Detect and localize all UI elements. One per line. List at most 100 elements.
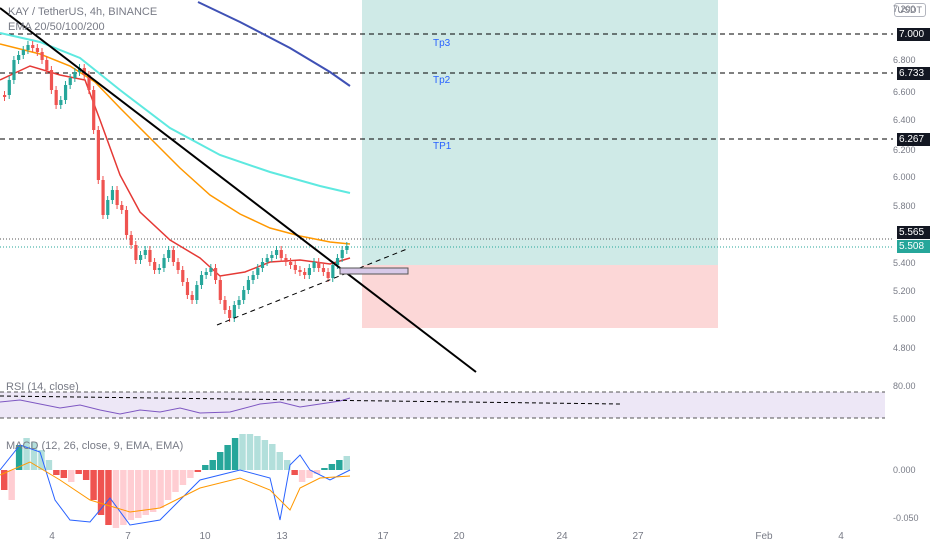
macd-histogram-bar: [157, 470, 164, 508]
macd-histogram-bar: [60, 470, 68, 478]
macd-histogram-bar: [135, 470, 142, 518]
candle-body: [96, 130, 100, 180]
symbol-title[interactable]: KAY / TetherUS, 4h, BINANCE: [8, 6, 158, 18]
time-axis-label: 4: [49, 531, 55, 542]
candle-body: [289, 262, 293, 265]
candle-body: [293, 265, 297, 270]
candle-body: [59, 100, 63, 105]
macd-histogram-bar: [127, 470, 135, 520]
candle-body: [232, 305, 236, 318]
macd-histogram-bar: [306, 470, 313, 478]
downtrend-line: [0, 7, 477, 373]
macd-label[interactable]: MACD (12, 26, close, 9, EMA, EMA): [6, 440, 184, 452]
macd-histogram-bar: [202, 465, 209, 470]
macd-histogram-bar: [224, 445, 231, 470]
macd-histogram-bar: [231, 438, 239, 470]
time-axis-label: 27: [632, 531, 644, 542]
tp2-label: Tp2: [433, 75, 451, 86]
ema100-line: [0, 32, 351, 194]
rsi-label[interactable]: RSI (14, close): [6, 381, 79, 393]
ema-indicator-label[interactable]: EMA 20/50/100/200: [8, 21, 105, 33]
candle-body: [87, 75, 91, 90]
candle-body: [3, 95, 7, 97]
macd-line: [0, 444, 351, 526]
candle-body: [340, 250, 344, 258]
ema20-line: [0, 65, 351, 277]
candlestick-series: [3, 41, 349, 322]
candle-body: [68, 78, 72, 85]
candle-body: [31, 45, 35, 48]
candle-body: [331, 265, 335, 278]
macd-histogram-bar: [23, 438, 30, 470]
price-axis-label: 6.200: [893, 145, 916, 155]
candle-body: [148, 250, 152, 262]
macd-histogram-bar: [216, 452, 224, 470]
macd-histogram-bar: [97, 470, 105, 515]
signal-line: [0, 461, 351, 513]
macd-histogram-bar: [239, 434, 246, 470]
time-axis-label: 24: [556, 531, 568, 542]
candle-body: [124, 210, 129, 235]
candle-body: [274, 250, 279, 255]
rsi-dashed-trend: [0, 395, 621, 405]
rsi-line: [0, 397, 351, 415]
candle-body: [17, 55, 21, 60]
candle-body: [321, 268, 326, 272]
macd-histogram-bar: [75, 470, 82, 474]
candle-body: [195, 285, 199, 300]
candle-body: [45, 60, 49, 70]
candle-body: [260, 262, 265, 268]
rsi-band: [0, 392, 885, 418]
candle-body: [73, 72, 77, 78]
macd-histogram-bar: [38, 450, 45, 470]
tp3-label: Tp3: [433, 38, 451, 49]
candle-body: [153, 262, 157, 270]
macd-histogram-bar: [164, 470, 172, 500]
loss-zone: [362, 265, 718, 328]
candle-body: [138, 255, 143, 260]
ema200-line: [197, 1, 351, 87]
candle-body: [49, 70, 54, 90]
time-axis-label: 4: [838, 531, 844, 542]
candle-body: [7, 80, 11, 95]
candle-body: [181, 270, 185, 282]
macd-histogram-bar: [187, 470, 194, 478]
macd-histogram-bar: [336, 460, 343, 470]
candle-body: [228, 310, 232, 318]
candle-body: [237, 300, 241, 305]
candle-body: [242, 290, 246, 300]
currency-selector[interactable]: USDT: [893, 3, 926, 17]
candle-body: [209, 268, 213, 272]
macd-histogram-bar: [149, 470, 157, 512]
candle-body: [176, 262, 180, 270]
candle-body: [251, 275, 255, 280]
candle-body: [214, 268, 218, 280]
candle-body: [335, 258, 340, 265]
candle-body: [115, 190, 119, 205]
macd-histogram-bar: [254, 436, 261, 470]
price-axis-label: 6.000: [893, 172, 916, 182]
candle-body: [307, 268, 311, 275]
time-axis-label: 7: [125, 531, 131, 542]
candle-body: [171, 250, 176, 262]
candle-body: [21, 50, 25, 55]
candle-body: [162, 258, 166, 268]
macd-histogram-bar: [105, 470, 112, 525]
candle-body: [256, 268, 260, 275]
macd-histogram-bar: [82, 470, 90, 480]
time-axis-label: 17: [377, 531, 389, 542]
profit-zone: [362, 0, 718, 265]
price-axis-label: 6.800: [893, 55, 916, 65]
macd-histogram-bar: [209, 460, 216, 470]
price-axis-label: 5.200: [893, 286, 916, 296]
candle-body: [204, 272, 208, 275]
candle-body: [106, 200, 110, 215]
price-tag-6733: 6.733: [897, 67, 930, 80]
macd-histogram-bar: [276, 452, 283, 470]
macd-histogram-bar: [179, 470, 187, 485]
macd-histogram-bar: [142, 470, 149, 515]
candle-body: [129, 235, 133, 245]
macd-histogram-bar: [321, 468, 328, 470]
